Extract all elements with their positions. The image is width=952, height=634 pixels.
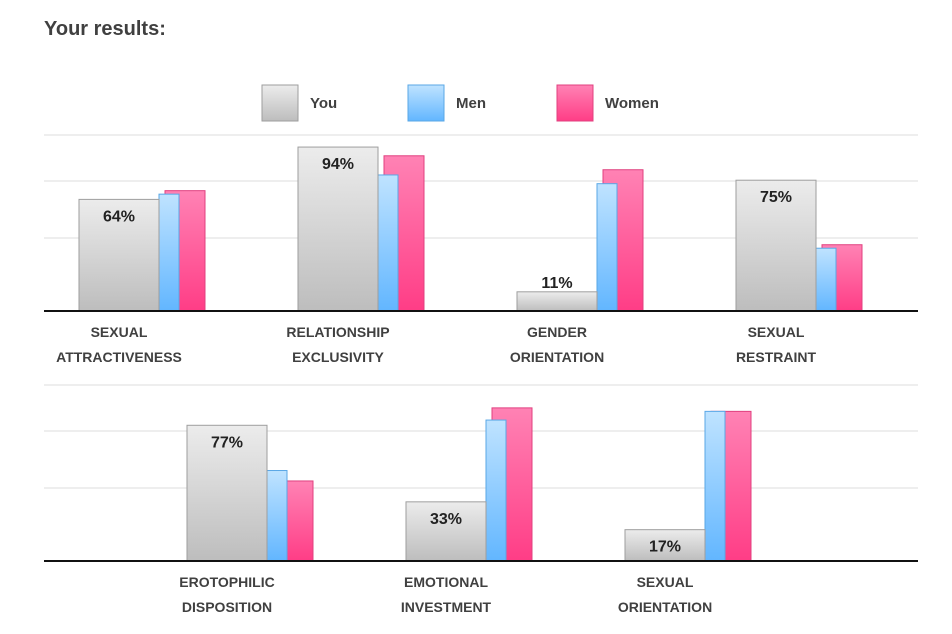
category-label: RESTRAINT xyxy=(736,349,817,365)
bar-men-sexual-attractiveness xyxy=(158,193,180,312)
value-label-you-sexual-restraint: 75% xyxy=(760,189,792,206)
legend-swatch-you xyxy=(261,84,299,122)
legend-label-women: Women xyxy=(605,95,659,112)
category-label: EROTOPHILIC xyxy=(179,574,274,590)
chart-panel-1: 64% SEXUAL ATTRACTIVENESS 94% RELATIONSHIP EX… xyxy=(44,134,918,365)
category-label: GENDER xyxy=(527,324,587,340)
bar-group-sexual-attractiveness: 64% SEXUAL ATTRACTIVENESS xyxy=(56,190,206,365)
legend-swatch-women xyxy=(556,84,594,122)
value-label-you-emotional-investment: 33% xyxy=(430,511,462,528)
bar-you-gender-orientation xyxy=(516,291,598,312)
category-label: DISPOSITION xyxy=(182,599,272,615)
bar-men-relationship-exclusivity xyxy=(377,174,399,312)
value-label-you-sexual-orientation: 17% xyxy=(649,539,681,556)
bar-group-emotional-investment: 33% EMOTIONAL INVESTMENT xyxy=(401,407,533,615)
bar-men-emotional-investment xyxy=(485,419,507,562)
bar-you-sexual-attractiveness xyxy=(78,198,160,312)
results-heading: Your results: xyxy=(44,18,166,40)
bar-men-sexual-orientation xyxy=(704,410,726,562)
category-label: SEXUAL xyxy=(748,324,805,340)
bar-group-erotophilic-disposition: 77% EROTOPHILIC DISPOSITION xyxy=(179,424,314,615)
chart-panel-2: 77% EROTOPHILIC DISPOSITION 33% EMOTIONAL INV… xyxy=(44,384,918,615)
bar-you-erotophilic-disposition xyxy=(186,424,268,562)
bar-group-gender-orientation: 11% GENDER ORIENTATION xyxy=(510,169,644,365)
category-label: ORIENTATION xyxy=(510,349,604,365)
bar-men-gender-orientation xyxy=(596,183,618,312)
legend-swatch-men xyxy=(407,84,445,122)
value-label-you-erotophilic-disposition: 77% xyxy=(211,434,243,451)
category-label: RELATIONSHIP xyxy=(286,324,389,340)
value-label-you-sexual-attractiveness: 64% xyxy=(103,208,135,225)
legend-label-you: You xyxy=(310,95,337,112)
legend-label-men: Men xyxy=(456,95,486,112)
bar-group-sexual-orientation: 17% SEXUAL ORIENTATION xyxy=(618,410,752,615)
value-label-you-gender-orientation: 11% xyxy=(541,275,572,292)
category-label: EXCLUSIVITY xyxy=(292,349,384,365)
value-label-you-relationship-exclusivity: 94% xyxy=(322,156,354,173)
category-label: ATTRACTIVENESS xyxy=(56,349,182,365)
category-label: SEXUAL xyxy=(91,324,148,340)
bar-men-sexual-restraint xyxy=(815,247,837,312)
category-label: ORIENTATION xyxy=(618,599,712,615)
bar-group-relationship-exclusivity: 94% RELATIONSHIP EXCLUSIVITY xyxy=(286,146,425,365)
bar-group-sexual-restraint: 75% SEXUAL RESTRAINT xyxy=(735,179,863,365)
category-label: SEXUAL xyxy=(637,574,694,590)
category-label: INVESTMENT xyxy=(401,599,492,615)
bar-you-sexual-restraint xyxy=(735,179,817,312)
category-label: EMOTIONAL xyxy=(404,574,488,590)
bar-men-erotophilic-disposition xyxy=(266,470,288,562)
